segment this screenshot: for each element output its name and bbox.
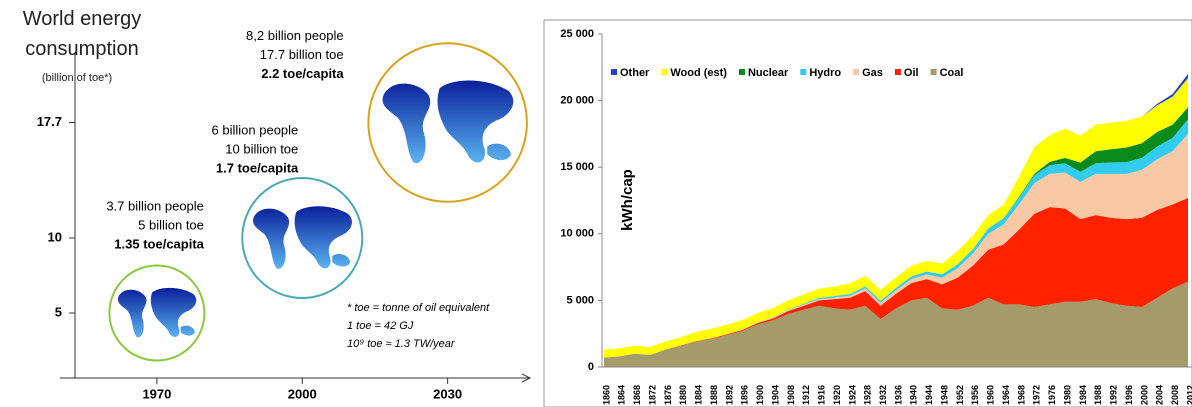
x-tick-label: 1916	[817, 385, 827, 405]
x-tick-label: 1936	[893, 385, 903, 405]
x-tick-label: 1928	[863, 385, 873, 405]
y-tick-label: 0	[588, 361, 594, 373]
x-tick-label: 2012	[1185, 385, 1192, 405]
x-tick-label: 1932	[878, 385, 888, 405]
bubble-annotation: 1.7 toe/capita	[216, 160, 299, 175]
x-tick-label: 1970	[142, 386, 171, 401]
x-tick-label: 1984	[1078, 385, 1088, 405]
x-tick-label: 1996	[1124, 385, 1134, 405]
x-tick-label: 1892	[724, 385, 734, 405]
x-tick-label: 1920	[832, 385, 842, 405]
y-tick-label: 5	[55, 304, 62, 319]
x-tick-label: 1860	[601, 385, 611, 405]
legend-label: Nuclear	[748, 67, 789, 79]
legend-swatch	[800, 69, 807, 75]
x-tick-label: 1900	[755, 385, 765, 405]
legend-label: Gas	[862, 67, 883, 79]
y-axis-label: kWh/cap	[619, 169, 636, 231]
legend-swatch	[894, 69, 901, 75]
area	[604, 133, 1188, 358]
bubble-annotation: 8,2 billion people	[246, 28, 344, 43]
x-tick-label: 1988	[1093, 385, 1103, 405]
area	[604, 107, 1188, 358]
y-tick-label: 10 000	[560, 228, 594, 240]
x-tick-label: 1972	[1032, 385, 1042, 405]
x-tick-label: 1960	[986, 385, 996, 405]
x-tick-label: 1864	[617, 385, 627, 405]
y-tick-label: 15 000	[560, 161, 594, 173]
x-tick-label: 1944	[924, 385, 934, 405]
x-tick-label: 2004	[1155, 385, 1165, 405]
x-tick-label: 1872	[647, 385, 657, 405]
y-axis-label: (billion of toe*)	[42, 72, 112, 84]
x-tick-label: 1968	[1016, 385, 1026, 405]
y-tick-label: 17.7	[37, 114, 62, 129]
x-tick-label: 1896	[740, 385, 750, 405]
x-tick-label: 1908	[786, 385, 796, 405]
world-map	[382, 80, 514, 164]
x-tick-label: 1964	[1001, 385, 1011, 405]
x-tick-label: 1980	[1062, 385, 1072, 405]
legend-label: Coal	[940, 67, 964, 79]
bubble-annotation: 17.7 billion toe	[260, 47, 344, 62]
bubble-annotation: 1.35 toe/capita	[114, 236, 204, 251]
legend-swatch	[738, 69, 745, 75]
x-tick-label: 1940	[909, 385, 919, 405]
bubble-annotation: 5 billion toe	[138, 217, 204, 232]
legend-label: Other	[620, 67, 650, 79]
legend-swatch	[611, 69, 617, 75]
bubble-annotation: 6 billion people	[212, 122, 299, 137]
x-tick-label: 1904	[770, 385, 780, 405]
area	[604, 197, 1188, 358]
x-tick-label: 2008	[1170, 385, 1180, 405]
y-tick-label: 5 000	[566, 294, 594, 306]
bubble-annotation: 2.2 toe/capita	[261, 66, 344, 81]
footnote: 1 toe = 42 GJ	[347, 320, 414, 332]
legend-swatch	[661, 69, 668, 75]
x-tick-label: 1956	[970, 385, 980, 405]
x-tick-label: 1924	[847, 385, 857, 405]
legend-label: Wood (est)	[670, 67, 727, 79]
legend-label: Hydro	[809, 67, 841, 79]
x-tick-label: 1976	[1047, 385, 1057, 405]
chart-title: World energy consumption	[22, 8, 142, 60]
x-tick-label: 1992	[1109, 385, 1119, 405]
footnote: 10⁹ toe ≈ 1.3 TW/year	[347, 338, 456, 350]
x-tick-label: 1884	[694, 385, 704, 405]
world-map	[252, 206, 352, 269]
footnote: * toe = tonne of oil equivalent	[347, 302, 490, 314]
x-tick-label: 1880	[678, 385, 688, 405]
area	[604, 281, 1188, 367]
bubble-annotation: 10 billion toe	[225, 141, 298, 156]
y-tick-label: 10	[48, 229, 62, 244]
x-tick-label: 1876	[663, 385, 673, 405]
legend-swatch	[853, 69, 860, 75]
legend-label: Oil	[904, 67, 919, 79]
plot-frame	[543, 19, 1192, 407]
x-tick-label: 1888	[709, 385, 719, 405]
world-map	[117, 287, 197, 338]
x-tick-label: 2000	[1139, 385, 1149, 405]
x-tick-label: 1952	[955, 385, 965, 405]
x-tick-label: 2030	[433, 386, 462, 401]
y-tick-label: 20 000	[560, 95, 594, 107]
legend-swatch	[930, 69, 937, 75]
x-tick-label: 1948	[939, 385, 949, 405]
x-tick-label: 1868	[632, 385, 642, 405]
y-tick-label: 25 000	[560, 28, 594, 40]
area	[604, 77, 1188, 358]
x-tick-label: 1912	[801, 385, 811, 405]
x-tick-label: 2000	[288, 386, 317, 401]
bubble-annotation: 3.7 billion people	[106, 198, 204, 213]
